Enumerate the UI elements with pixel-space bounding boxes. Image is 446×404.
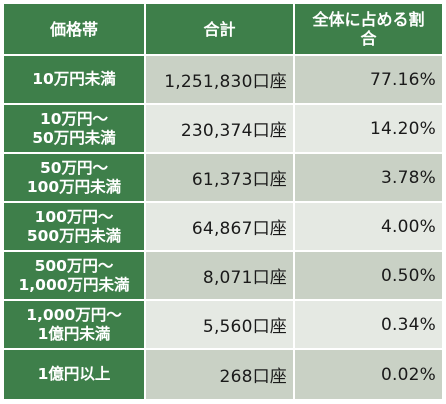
price-range-table: 価格帯 合計 全体に占める割 合 10万円未満 1,251,830口座 77.1… xyxy=(4,4,442,400)
row-label: 50万円～ 100万円未満 xyxy=(4,154,146,203)
row-label: 10万円未満 xyxy=(4,56,146,105)
total-cell: 61,373口座 xyxy=(146,154,295,203)
total-cell: 64,867口座 xyxy=(146,203,295,252)
row-label: 10万円～ 50万円未満 xyxy=(4,105,146,154)
total-cell: 268口座 xyxy=(146,350,295,399)
row-label: 1億円以上 xyxy=(4,350,146,399)
row-label: 500万円～ 1,000万円未満 xyxy=(4,252,146,301)
total-cell: 1,251,830口座 xyxy=(146,56,295,105)
total-cell: 8,071口座 xyxy=(146,252,295,301)
row-label: 100万円～ 500万円未満 xyxy=(4,203,146,252)
row-label: 1,000万円～ 1億円未満 xyxy=(4,301,146,350)
share-cell: 0.50% xyxy=(295,252,442,301)
share-cell: 4.00% xyxy=(295,203,442,252)
share-cell: 77.16% xyxy=(295,56,442,105)
share-cell: 3.78% xyxy=(295,154,442,203)
share-cell: 0.34% xyxy=(295,301,442,350)
total-cell: 5,560口座 xyxy=(146,301,295,350)
header-price-range: 価格帯 xyxy=(4,4,146,56)
total-cell: 230,374口座 xyxy=(146,105,295,154)
header-share: 全体に占める割 合 xyxy=(295,4,442,56)
share-cell: 0.02% xyxy=(295,350,442,399)
header-total: 合計 xyxy=(146,4,295,56)
share-cell: 14.20% xyxy=(295,105,442,154)
